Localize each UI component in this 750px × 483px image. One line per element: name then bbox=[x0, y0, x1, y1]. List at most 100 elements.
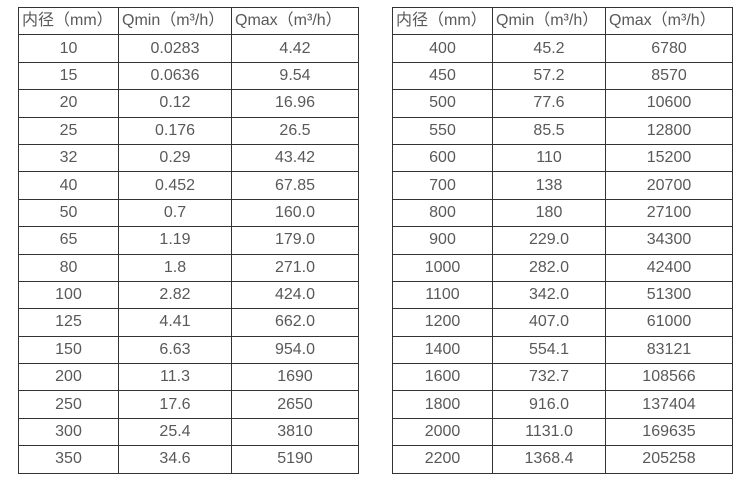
table-row: 400 45.2 6780 bbox=[392, 34, 733, 63]
table-cell: 0.452 bbox=[118, 171, 232, 200]
table-cell: 179.0 bbox=[231, 226, 359, 255]
table-cell: 2.82 bbox=[118, 280, 232, 310]
table-row: 32 0.29 43.42 bbox=[18, 143, 359, 173]
table-cell: 85.5 bbox=[492, 116, 606, 145]
table-cell: 732.7 bbox=[492, 363, 606, 392]
table-cell: 424.0 bbox=[231, 280, 359, 310]
table-row: 900 229.0 34300 bbox=[392, 226, 733, 255]
table-row: 450 57.2 8570 bbox=[392, 61, 733, 91]
table-cell: 160.0 bbox=[231, 198, 359, 228]
table-cell: 108566 bbox=[605, 363, 733, 392]
table-row: 2000 1131.0 169635 bbox=[392, 417, 733, 447]
table-row: 1000 282.0 42400 bbox=[392, 253, 733, 282]
table-cell: 80 bbox=[18, 253, 119, 282]
table-cell: 954.0 bbox=[231, 335, 359, 365]
table-cell: 150 bbox=[18, 335, 119, 365]
table-cell: 26.5 bbox=[231, 116, 359, 145]
table-cell: 1000 bbox=[392, 253, 493, 282]
table-cell: 916.0 bbox=[492, 390, 606, 419]
table-cell: 27100 bbox=[605, 198, 733, 228]
table-row: 1200 407.0 61000 bbox=[392, 308, 733, 337]
table-cell: 450 bbox=[392, 61, 493, 91]
table-row: 550 85.5 12800 bbox=[392, 116, 733, 145]
table-cell: 1690 bbox=[231, 363, 359, 392]
table-cell: 1600 bbox=[392, 363, 493, 392]
table-cell: 15200 bbox=[605, 143, 733, 173]
table-cell: 10600 bbox=[605, 89, 733, 118]
table-row: 1100 342.0 51300 bbox=[392, 280, 733, 310]
table-cell: 50 bbox=[18, 198, 119, 228]
table-cell: 43.42 bbox=[231, 143, 359, 173]
table-row: 15 0.0636 9.54 bbox=[18, 61, 359, 91]
table-cell: 0.12 bbox=[118, 89, 232, 118]
table-cell: 554.1 bbox=[492, 335, 606, 365]
table-cell: 229.0 bbox=[492, 226, 606, 255]
table-cell: 342.0 bbox=[492, 280, 606, 310]
table-cell: 5190 bbox=[231, 445, 359, 474]
table-cell: 350 bbox=[18, 445, 119, 474]
table-cell: 169635 bbox=[605, 417, 733, 447]
table-row: 250 17.6 2650 bbox=[18, 390, 359, 419]
table-cell: 25 bbox=[18, 116, 119, 145]
table-cell: 1.8 bbox=[118, 253, 232, 282]
table-cell: 12800 bbox=[605, 116, 733, 145]
table-cell: 0.0636 bbox=[118, 61, 232, 91]
table-row: 700 138 20700 bbox=[392, 171, 733, 200]
table-cell: 2000 bbox=[392, 417, 493, 447]
table-cell: 125 bbox=[18, 308, 119, 337]
table-row: 150 6.63 954.0 bbox=[18, 335, 359, 365]
table-row: 65 1.19 179.0 bbox=[18, 226, 359, 255]
table-row: 25 0.176 26.5 bbox=[18, 116, 359, 145]
table-row: 80 1.8 271.0 bbox=[18, 253, 359, 282]
table-cell: 138 bbox=[492, 171, 606, 200]
flow-table-large-diameters: 内径（mm） Qmin（m³/h） Qmax（m³/h） 400 45.2 6780 45… bbox=[392, 6, 733, 474]
table-row: 50 0.7 160.0 bbox=[18, 198, 359, 228]
table-cell: 65 bbox=[18, 226, 119, 255]
table-cell: 0.176 bbox=[118, 116, 232, 145]
table-cell: 2650 bbox=[231, 390, 359, 419]
column-header: Qmin（m³/h） bbox=[492, 6, 606, 36]
table-row: 1800 916.0 137404 bbox=[392, 390, 733, 419]
table-cell: 10 bbox=[18, 34, 119, 63]
table-cell: 500 bbox=[392, 89, 493, 118]
table-cell: 6780 bbox=[605, 34, 733, 63]
table-cell: 800 bbox=[392, 198, 493, 228]
flow-table-small-diameters: 内径（mm） Qmin（m³/h） Qmax（m³/h） 10 0.0283 4.42 1… bbox=[18, 6, 359, 474]
table-cell: 400 bbox=[392, 34, 493, 63]
table-row: 800 180 27100 bbox=[392, 198, 733, 228]
table-cell: 110 bbox=[492, 143, 606, 173]
table-cell: 1400 bbox=[392, 335, 493, 365]
table-cell: 900 bbox=[392, 226, 493, 255]
table-cell: 42400 bbox=[605, 253, 733, 282]
table-cell: 550 bbox=[392, 116, 493, 145]
column-header: 内径（mm） bbox=[392, 6, 493, 36]
table-row: 1400 554.1 83121 bbox=[392, 335, 733, 365]
column-header: Qmin（m³/h） bbox=[118, 6, 232, 36]
table-cell: 0.0283 bbox=[118, 34, 232, 63]
table-cell: 45.2 bbox=[492, 34, 606, 63]
table-cell: 20700 bbox=[605, 171, 733, 200]
table-cell: 205258 bbox=[605, 445, 733, 474]
table-row: 350 34.6 5190 bbox=[18, 445, 359, 474]
column-header: Qmax（m³/h） bbox=[231, 6, 359, 36]
table-cell: 9.54 bbox=[231, 61, 359, 91]
table-cell: 300 bbox=[18, 417, 119, 447]
table-cell: 4.42 bbox=[231, 34, 359, 63]
table-row: 20 0.12 16.96 bbox=[18, 89, 359, 118]
table-cell: 700 bbox=[392, 171, 493, 200]
table-cell: 17.6 bbox=[118, 390, 232, 419]
table-cell: 8570 bbox=[605, 61, 733, 91]
table-cell: 200 bbox=[18, 363, 119, 392]
table-cell: 2200 bbox=[392, 445, 493, 474]
table-cell: 32 bbox=[18, 143, 119, 173]
table-cell: 1800 bbox=[392, 390, 493, 419]
column-header: 内径（mm） bbox=[18, 6, 119, 36]
table-cell: 15 bbox=[18, 61, 119, 91]
table-row: 10 0.0283 4.42 bbox=[18, 34, 359, 63]
table-row: 300 25.4 3810 bbox=[18, 417, 359, 447]
table-cell: 271.0 bbox=[231, 253, 359, 282]
table-cell: 77.6 bbox=[492, 89, 606, 118]
column-header: Qmax（m³/h） bbox=[605, 6, 733, 36]
table-cell: 34.6 bbox=[118, 445, 232, 474]
table-cell: 407.0 bbox=[492, 308, 606, 337]
